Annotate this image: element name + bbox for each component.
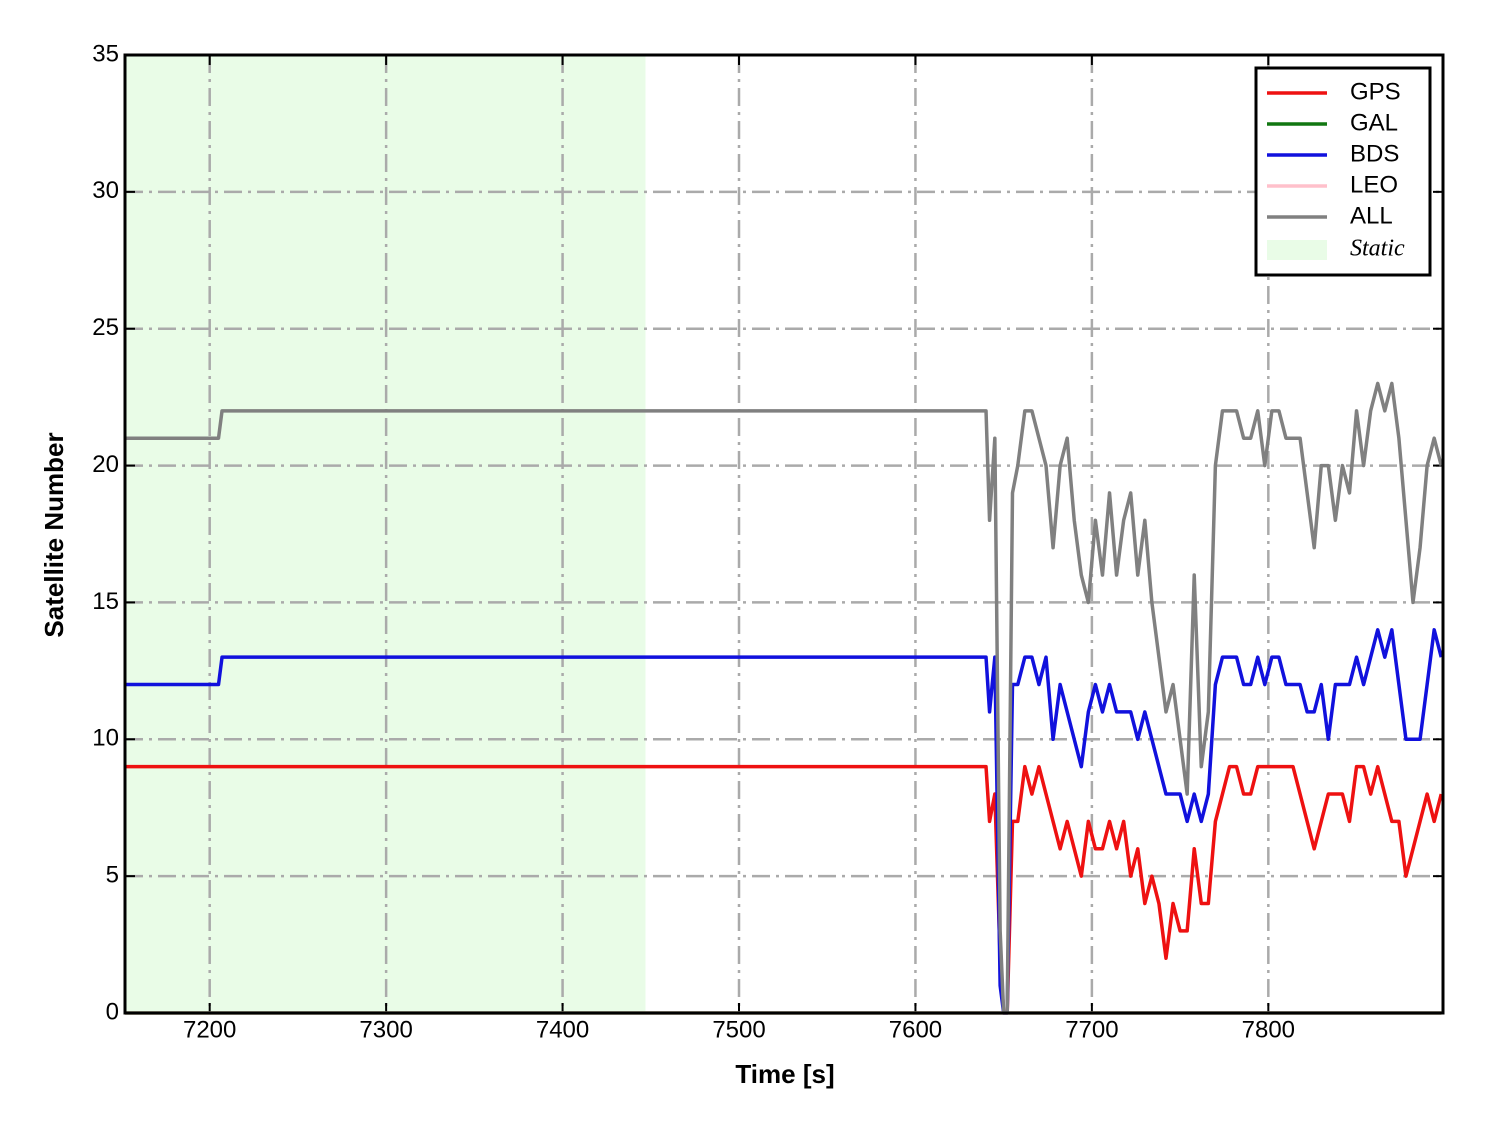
- y-tick-label: 20: [92, 451, 119, 478]
- series-line: [125, 764, 1443, 1015]
- x-tick-label: 7200: [183, 1016, 236, 1043]
- x-tick-label: 7700: [1065, 1016, 1118, 1043]
- y-tick-label: 10: [92, 725, 119, 752]
- y-tick-label: 0: [106, 998, 119, 1025]
- y-tick-label: 5: [106, 861, 119, 888]
- legend-swatch: [1267, 240, 1327, 260]
- legend-label: LEO: [1350, 171, 1398, 198]
- x-tick-label: 7500: [712, 1016, 765, 1043]
- x-tick-label: 7600: [889, 1016, 942, 1043]
- legend-label: BDS: [1350, 140, 1399, 167]
- series-line: [125, 628, 1443, 1015]
- y-tick-label: 30: [92, 177, 119, 204]
- x-tick-label: 7400: [536, 1016, 589, 1043]
- legend-label: ALL: [1350, 202, 1393, 229]
- legend-label: GAL: [1350, 109, 1398, 136]
- y-axis-label: Satellite Number: [39, 432, 69, 637]
- x-tick-label: 7800: [1242, 1016, 1295, 1043]
- y-tick-label: 15: [92, 588, 119, 615]
- legend-label: Static: [1350, 236, 1405, 262]
- legend-label: GPS: [1350, 78, 1401, 105]
- y-tick-label: 25: [92, 314, 119, 341]
- plot-frame: [123, 53, 1445, 1015]
- y-tick-label: 35: [92, 40, 119, 67]
- x-axis-label: Time [s]: [735, 1059, 834, 1089]
- x-tick-label: 7300: [359, 1016, 412, 1043]
- series-line: [125, 381, 1443, 1015]
